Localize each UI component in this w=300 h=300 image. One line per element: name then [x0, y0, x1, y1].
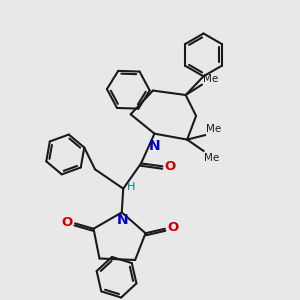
Text: Me: Me	[203, 74, 218, 84]
Text: Me: Me	[206, 124, 221, 134]
Text: O: O	[62, 216, 73, 229]
Text: N: N	[116, 213, 128, 227]
Text: O: O	[167, 221, 178, 234]
Text: N: N	[148, 139, 160, 153]
Text: H: H	[127, 182, 135, 192]
Text: O: O	[165, 160, 176, 173]
Text: Me: Me	[204, 153, 220, 163]
